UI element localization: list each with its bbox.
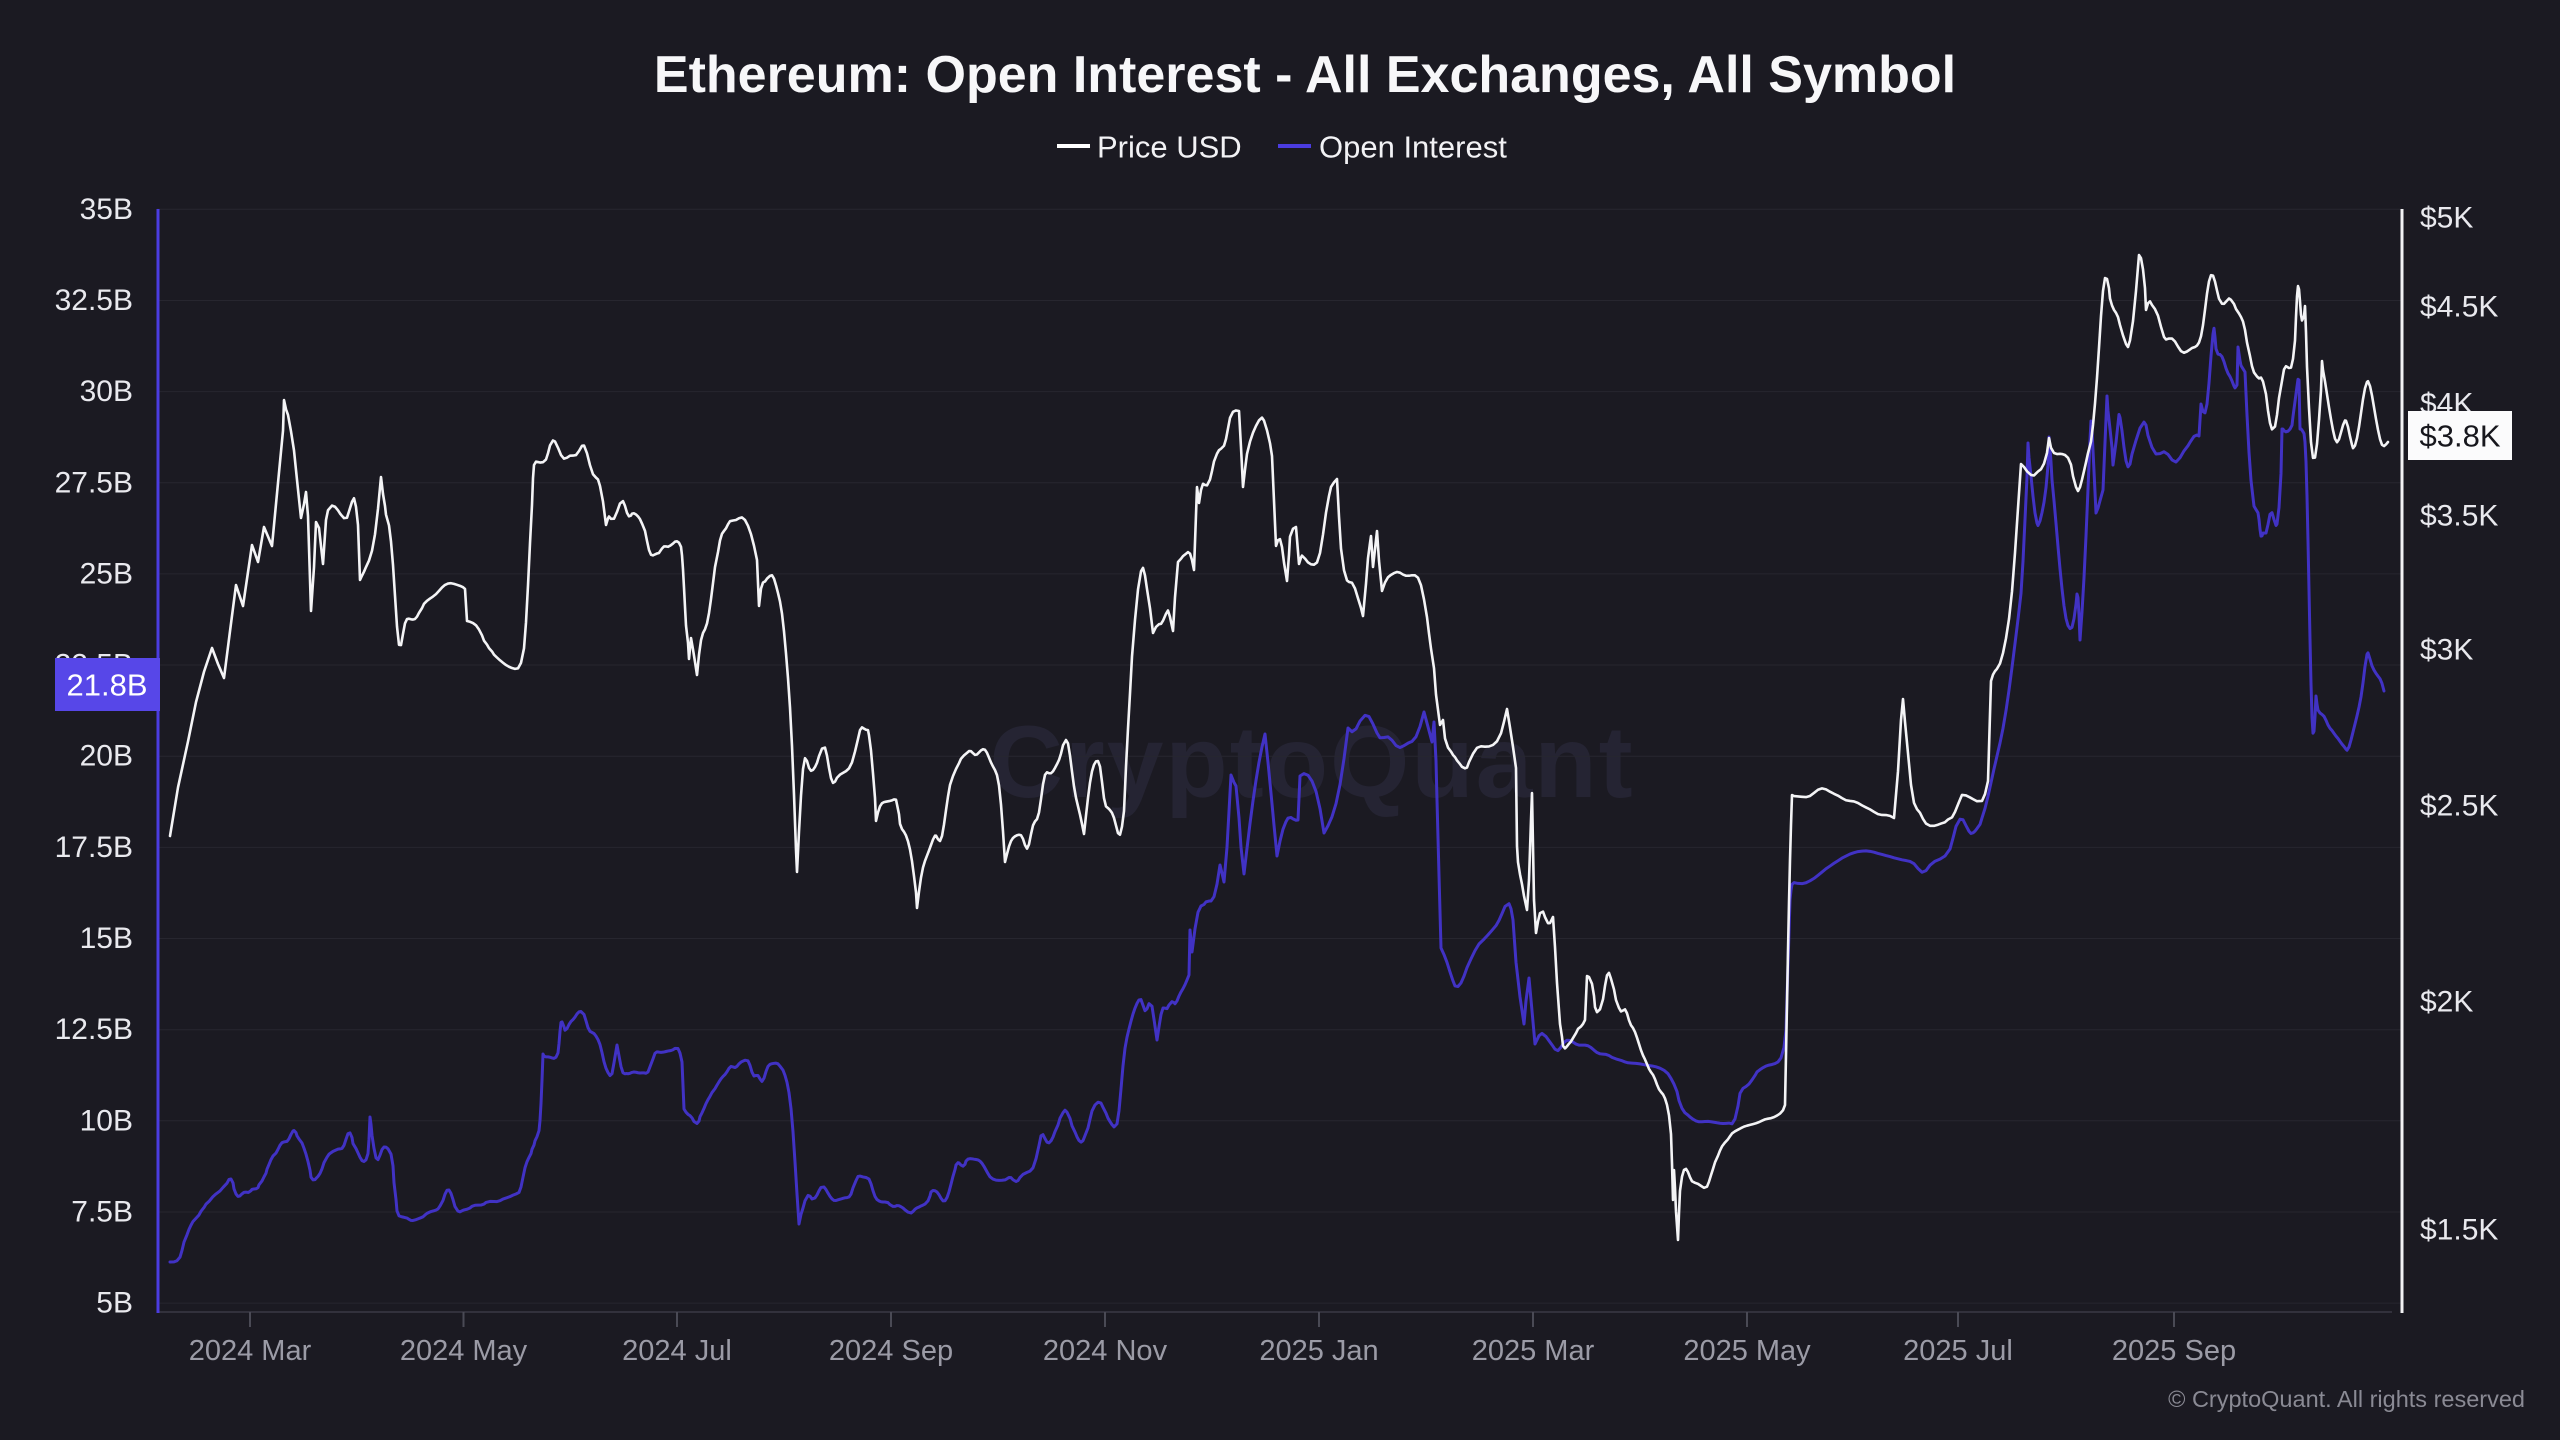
svg-text:2024 Sep: 2024 Sep [829, 1335, 953, 1367]
svg-text:7.5B: 7.5B [71, 1196, 133, 1229]
svg-text:$4.5K: $4.5K [2420, 291, 2498, 324]
svg-text:27.5B: 27.5B [55, 466, 133, 499]
svg-text:2025 May: 2025 May [1683, 1335, 1811, 1367]
svg-text:$2K: $2K [2420, 986, 2473, 1019]
svg-text:2024 Mar: 2024 Mar [189, 1335, 312, 1367]
svg-text:2024 May: 2024 May [400, 1335, 528, 1367]
svg-text:15B: 15B [80, 922, 133, 955]
svg-text:17.5B: 17.5B [55, 831, 133, 864]
svg-text:Price USD: Price USD [1097, 130, 1242, 165]
svg-text:Ethereum: Open Interest - All: Ethereum: Open Interest - All Exchanges,… [654, 46, 1956, 104]
svg-text:$3.8K: $3.8K [2419, 419, 2500, 454]
svg-text:30B: 30B [80, 375, 133, 408]
svg-text:2024 Nov: 2024 Nov [1043, 1335, 1168, 1367]
svg-text:32.5B: 32.5B [55, 284, 133, 317]
svg-text:2025 Mar: 2025 Mar [1472, 1335, 1595, 1367]
svg-text:2025 Jan: 2025 Jan [1259, 1335, 1378, 1367]
svg-text:2025 Jul: 2025 Jul [1903, 1335, 2013, 1367]
svg-text:2025 Sep: 2025 Sep [2112, 1335, 2236, 1367]
svg-text:21.8B: 21.8B [66, 668, 147, 703]
svg-text:$3.5K: $3.5K [2420, 500, 2498, 533]
svg-text:Open Interest: Open Interest [1319, 130, 1507, 165]
svg-text:5B: 5B [96, 1287, 133, 1320]
svg-text:20B: 20B [80, 740, 133, 773]
svg-text:12.5B: 12.5B [55, 1013, 133, 1046]
svg-text:$3K: $3K [2420, 634, 2473, 667]
svg-text:CryptoQuant: CryptoQuant [989, 705, 1634, 819]
svg-text:$1.5K: $1.5K [2420, 1214, 2498, 1247]
svg-text:35B: 35B [80, 193, 133, 226]
svg-text:25B: 25B [80, 557, 133, 590]
svg-text:© CryptoQuant. All rights rese: © CryptoQuant. All rights reserved [2168, 1386, 2525, 1412]
svg-text:$2.5K: $2.5K [2420, 790, 2498, 823]
svg-text:10B: 10B [80, 1104, 133, 1137]
svg-text:$5K: $5K [2420, 202, 2473, 235]
svg-text:2024 Jul: 2024 Jul [622, 1335, 732, 1367]
